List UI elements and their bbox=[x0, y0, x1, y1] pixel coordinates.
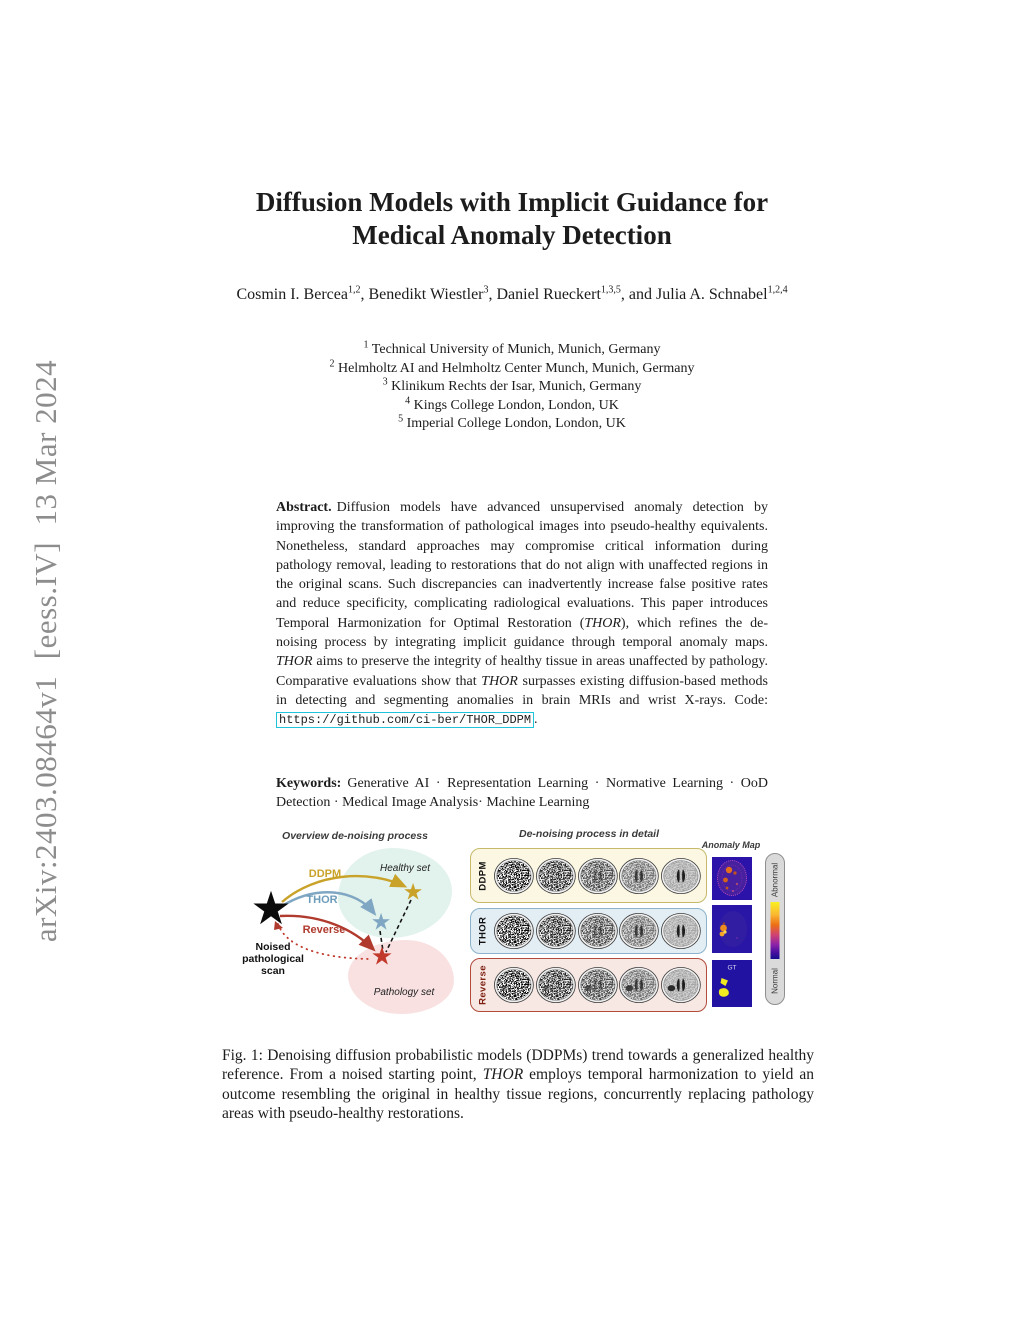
brain-scan bbox=[535, 966, 576, 1004]
noised-scan-label: Noised pathological scan bbox=[242, 941, 304, 977]
anomaly-map-ground-truth: GT bbox=[712, 960, 752, 1007]
thor-star: ★ bbox=[370, 908, 392, 935]
figure-1: Overview de-noising process Healthy set … bbox=[222, 826, 814, 1024]
code-repo-link[interactable]: https://github.com/ci-ber/THOR_DDPM bbox=[276, 712, 535, 729]
brain-scan bbox=[661, 912, 701, 950]
row-label: DDPM bbox=[477, 860, 489, 891]
keywords-label: Keywords: bbox=[276, 776, 342, 791]
anomaly-map-ddpm bbox=[712, 857, 752, 900]
brain-scan bbox=[535, 912, 576, 950]
brain-scan bbox=[619, 912, 660, 950]
colorbar-gradient bbox=[770, 902, 780, 959]
abstract: Abstract. Diffusion models have advanced … bbox=[276, 498, 768, 731]
dashed-line-thor-to-reverse bbox=[379, 930, 384, 952]
affiliation-line: 1 Technical University of Munich, Munich… bbox=[363, 339, 661, 357]
affiliation-line: 4 Kings College London, London, UK bbox=[405, 394, 619, 413]
noised-arrowhead bbox=[274, 921, 283, 930]
author-name: Cosmin I. Bercea bbox=[236, 286, 348, 303]
noised-dotted-line bbox=[277, 923, 370, 960]
denoise-row-reverse: Reverse bbox=[470, 958, 707, 1012]
anomaly-map-thor bbox=[712, 905, 752, 953]
anomaly-map-title: Anomaly Map bbox=[701, 840, 761, 850]
brain-sequence bbox=[493, 909, 702, 953]
denoise-row-thor: THOR bbox=[470, 908, 707, 954]
ddpm-arrow-label: DDPM bbox=[308, 868, 342, 880]
brain-scan bbox=[619, 966, 660, 1004]
brain-sequence bbox=[493, 849, 702, 902]
author-line: Cosmin I. Bercea1,2, Benedikt Wiestler3,… bbox=[236, 284, 788, 303]
abstract-label: Abstract. bbox=[276, 500, 332, 515]
reverse-star: ★ bbox=[370, 942, 394, 971]
affiliations: 1 Technical University of Munich, Munich… bbox=[0, 339, 1024, 434]
ddpm-star: ★ bbox=[402, 878, 424, 905]
keywords-text: Generative AI · Representation Learning … bbox=[276, 776, 768, 811]
gt-label: GT bbox=[727, 965, 736, 972]
anomaly-colorbar: Abnormal Normal bbox=[765, 853, 785, 1005]
row-label: THOR bbox=[477, 916, 489, 946]
brain-scan bbox=[577, 966, 618, 1004]
author-name: Daniel Rueckert bbox=[496, 286, 601, 303]
reverse-arrow-label: Reverse bbox=[302, 924, 346, 936]
pathology-set-blob bbox=[348, 940, 454, 1014]
pathology-set-label: Pathology set bbox=[373, 987, 435, 998]
affiliation-line: 2 Helmholtz AI and Helmholtz Center Munc… bbox=[329, 357, 695, 376]
brain-scan bbox=[577, 857, 618, 894]
colorbar-abnormal-label: Abnormal bbox=[770, 862, 780, 898]
trajectory-arrows bbox=[274, 873, 412, 960]
brain-scan bbox=[494, 966, 534, 1004]
row-label: Reverse bbox=[477, 965, 489, 1005]
noised-scan-star: ★ bbox=[250, 882, 292, 935]
ddpm-arrow bbox=[281, 873, 408, 903]
page-title: Diffusion Models with Implicit Guidance … bbox=[0, 186, 1024, 252]
brain-scan bbox=[661, 857, 701, 894]
overview-title: Overview de-noising process bbox=[282, 830, 428, 842]
affiliation-line: 5 Imperial College London, London, UK bbox=[398, 413, 626, 431]
brain-scan bbox=[535, 857, 576, 894]
brain-scan bbox=[619, 857, 660, 894]
healthy-set-blob bbox=[338, 848, 452, 938]
brain-scan bbox=[577, 912, 618, 950]
arxiv-banner: arXiv:2403.08464v1 [eess.IV] 13 Mar 2024 bbox=[28, 359, 63, 943]
healthy-set-label: Healthy set bbox=[379, 863, 431, 874]
reverse-arrow bbox=[279, 914, 376, 952]
brain-sequence bbox=[493, 959, 702, 1011]
dashed-line-ddpm-to-reverse bbox=[385, 899, 412, 953]
title-line-2: Medical Anomaly Detection bbox=[352, 220, 672, 250]
detail-title: De-noising process in detail bbox=[518, 828, 660, 840]
brain-scan bbox=[661, 966, 701, 1004]
colorbar-normal-label: Normal bbox=[770, 968, 780, 994]
author-name: Julia A. Schnabel bbox=[656, 286, 768, 303]
brain-scan bbox=[494, 912, 534, 950]
abstract-text: Diffusion models have advanced unsupervi… bbox=[276, 500, 768, 708]
thor-arrow-label: THOR bbox=[306, 894, 338, 906]
denoise-row-ddpm: DDPM bbox=[470, 848, 707, 903]
keywords: Keywords: Generative AI · Representation … bbox=[276, 774, 768, 813]
author-name: Benedikt Wiestler bbox=[368, 286, 484, 303]
abstract-period: . bbox=[534, 712, 538, 728]
thor-arrow bbox=[281, 891, 377, 916]
title-line-1: Diffusion Models with Implicit Guidance … bbox=[255, 187, 769, 217]
brain-scan bbox=[494, 857, 534, 894]
figure-caption: Fig. 1: Denoising diffusion probabilisti… bbox=[222, 1046, 814, 1123]
affiliation-line: 3 Klinikum Rechts der Isar, Munich, Germ… bbox=[382, 376, 642, 394]
